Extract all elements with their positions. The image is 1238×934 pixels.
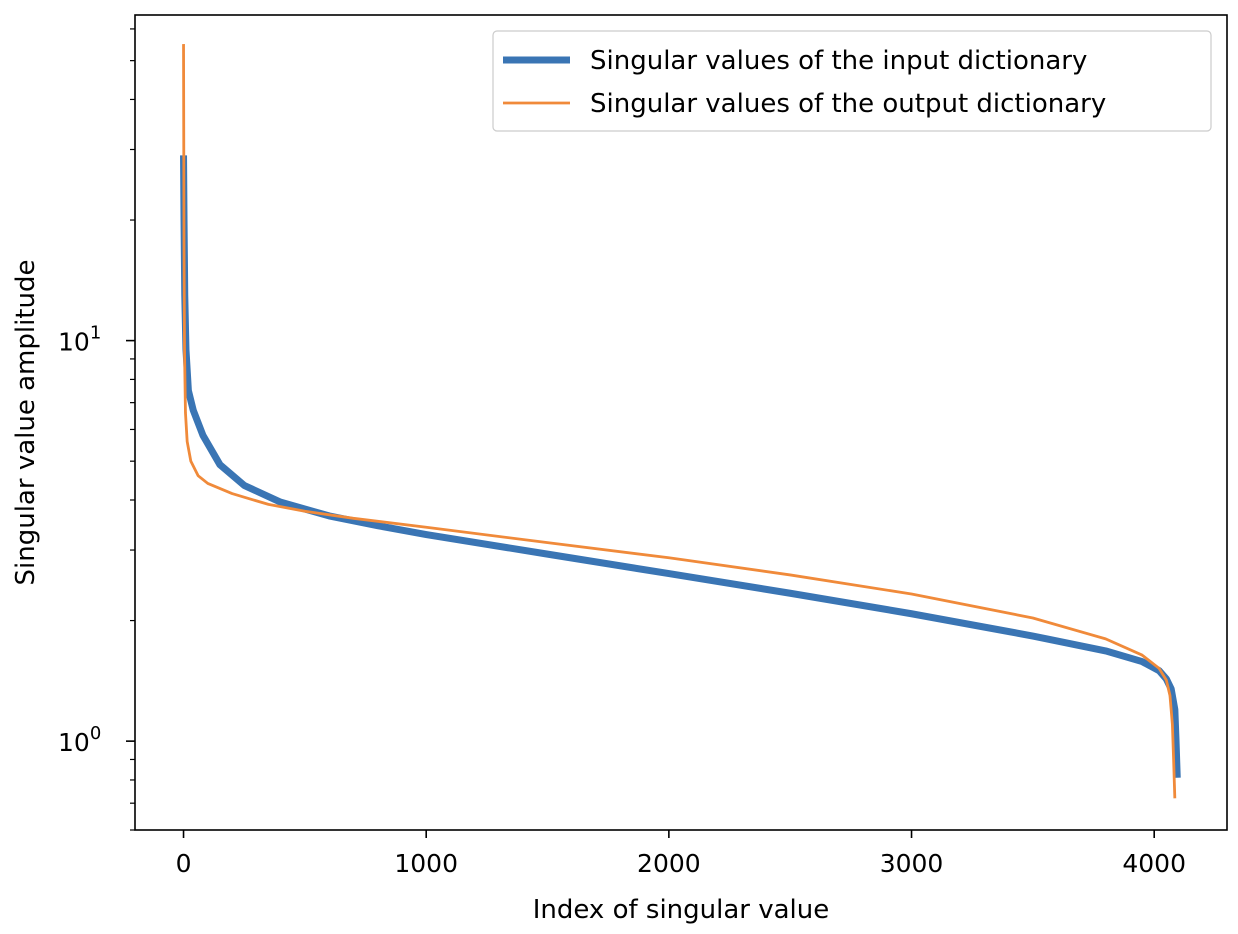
plot-frame bbox=[134, 14, 1228, 831]
plot-layer bbox=[180, 44, 1181, 799]
legend-entry-input: Singular values of the input dictionary bbox=[590, 46, 1087, 76]
y-tick-label: 100 bbox=[58, 723, 101, 757]
legend: Singular values of the input dictionary … bbox=[492, 30, 1212, 132]
x-axis-label: Index of singular value bbox=[533, 895, 830, 925]
series-line-1 bbox=[182, 44, 1177, 799]
legend-entry-output: Singular values of the output dictionary bbox=[590, 89, 1106, 119]
x-tick-label: 0 bbox=[176, 849, 192, 878]
legend-box bbox=[492, 30, 1212, 132]
x-tick-label: 4000 bbox=[1122, 849, 1186, 878]
x-tick-label: 1000 bbox=[394, 849, 458, 878]
y-axis-label: Singular value amplitude bbox=[11, 260, 41, 586]
x-tick-label: 2000 bbox=[637, 849, 701, 878]
x-tick-label: 3000 bbox=[880, 849, 944, 878]
